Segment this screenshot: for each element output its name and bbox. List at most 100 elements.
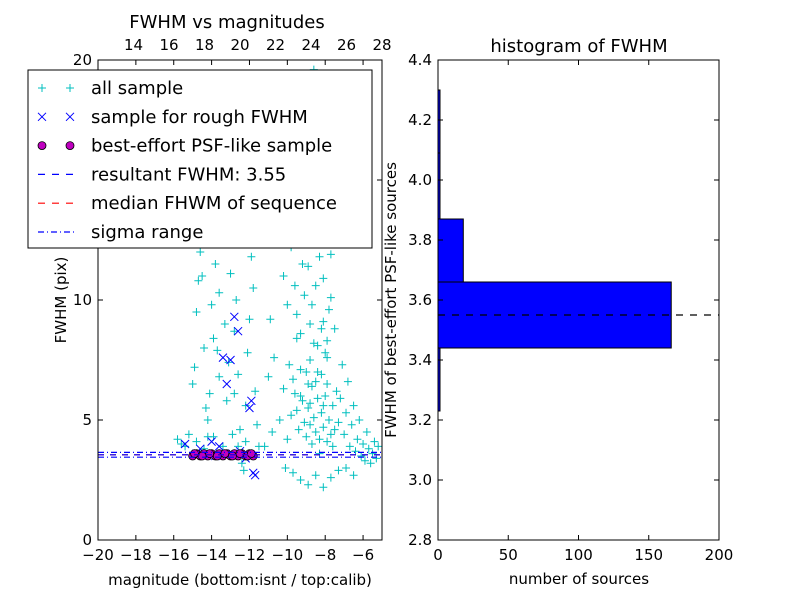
scatter-point-plus xyxy=(296,392,305,400)
scatter-point-plus xyxy=(209,334,218,343)
legend-marker-plus xyxy=(38,84,46,92)
legend-entry: sample for rough FWHM xyxy=(37,107,308,128)
scatter-point-x xyxy=(226,355,235,365)
scatter-point-plus xyxy=(311,377,320,386)
scatter-point-x xyxy=(245,403,254,413)
scatter-point-plus xyxy=(300,291,309,300)
scatter-title: FWHM vs magnitudes xyxy=(129,12,324,33)
scatter-point-circle xyxy=(190,449,199,459)
scatter-point-plus xyxy=(234,370,243,379)
scatter-point-x xyxy=(233,326,243,336)
legend-entry: median FHWM of sequence xyxy=(38,193,337,214)
scatter-point-plus xyxy=(241,437,250,446)
scatter-point-plus xyxy=(290,281,299,290)
scatter-y-tick-label: 20 xyxy=(73,51,92,69)
legend-label: all sample xyxy=(91,78,183,99)
histogram-panel: 0 50 100 150 2002.83.03.23.43.63.84.04.24.4 … xyxy=(382,36,733,588)
scatter-point-x xyxy=(180,439,190,449)
scatter-point-plus xyxy=(243,348,252,357)
scatter-point-plus xyxy=(307,382,316,391)
scatter-point-plus xyxy=(215,288,224,297)
scatter-point-plus xyxy=(247,252,256,261)
legend-marker-plus xyxy=(66,84,74,92)
scatter-point-plus xyxy=(319,423,328,432)
scatter-point-plus xyxy=(294,425,303,434)
scatter-point-plus xyxy=(302,368,311,376)
legend-marker-x xyxy=(65,112,75,122)
scatter-point-plus xyxy=(360,456,369,465)
scatter-point-plus xyxy=(207,300,216,309)
scatter-point-plus xyxy=(370,437,379,446)
scatter-point-circle xyxy=(205,449,215,459)
scatter-point-plus xyxy=(342,464,351,472)
scatter-point-plus xyxy=(372,454,381,463)
histogram-y-axis-label: FWHM of best-effort PSF-like sources xyxy=(382,162,400,438)
histogram-x-tick-label: 150 xyxy=(634,546,663,564)
scatter-point-plus xyxy=(328,401,337,410)
legend-label: sigma range xyxy=(91,222,203,243)
scatter-top-x-tick-label: 24 xyxy=(301,36,320,54)
scatter-point-plus xyxy=(326,293,335,302)
scatter-point-x xyxy=(214,442,224,451)
scatter-point-plus xyxy=(196,248,205,256)
scatter-y-axis-label: FWHM (pix) xyxy=(52,257,70,344)
scatter-point-plus xyxy=(355,416,364,424)
scatter-point-plus xyxy=(275,416,284,424)
scatter-point-plus xyxy=(323,380,332,388)
scatter-top-x-tick-label: 28 xyxy=(372,36,391,54)
scatter-point-circle xyxy=(246,449,256,459)
scatter-point-plus xyxy=(332,387,341,396)
scatter-point-plus xyxy=(309,339,318,348)
scatter-point-plus xyxy=(213,346,222,355)
scatter-point-plus xyxy=(362,428,371,436)
scatter-point-plus xyxy=(270,353,279,362)
scatter-point-plus xyxy=(211,260,220,268)
scatter-point-plus xyxy=(283,300,292,309)
scatter-point-plus xyxy=(194,276,203,285)
scatter-point-plus xyxy=(290,389,299,398)
scatter-point-plus xyxy=(264,372,273,381)
scatter-point-plus xyxy=(192,308,201,316)
scatter-point-plus xyxy=(321,348,330,357)
scatter-point-plus xyxy=(245,315,254,324)
scatter-point-plus xyxy=(345,442,354,451)
scatter-point-plus xyxy=(228,430,237,439)
legend-marker-x xyxy=(37,112,47,122)
scatter-panel: −20 −18 −16 −14 −12 −10 −8 −6 14 16 18 20 22 24 26 28 0 5… xyxy=(52,12,392,589)
scatter-top-x-tick-label: 14 xyxy=(124,36,143,54)
scatter-point-plus xyxy=(334,418,343,427)
scatter-point-plus xyxy=(311,428,320,436)
scatter-x-tick-label: −14 xyxy=(196,546,228,564)
scatter-point-plus xyxy=(296,365,305,374)
scatter-point-plus xyxy=(319,483,328,492)
scatter-point-plus xyxy=(304,262,313,271)
scatter-point-plus xyxy=(306,420,315,429)
scatter-point-x xyxy=(222,379,232,389)
legend-label: best-effort PSF-like sample xyxy=(91,136,332,157)
scatter-point-plus xyxy=(222,396,231,405)
scatter-legend: all sample sample for rough FWHM best-effo… xyxy=(27,69,373,249)
scatter-point-plus xyxy=(230,327,239,336)
scatter-point-plus xyxy=(321,392,330,400)
scatter-point-plus xyxy=(328,442,337,451)
scatter-point-plus xyxy=(351,447,360,456)
scatter-point-plus xyxy=(326,250,335,259)
scatter-point-plus xyxy=(230,389,239,398)
scatter-point-plus xyxy=(324,305,333,314)
scatter-point-plus xyxy=(343,377,352,386)
scatter-point-plus xyxy=(283,435,292,444)
histogram-y-tick-label: 4.4 xyxy=(408,51,432,69)
scatter-point-plus xyxy=(307,440,316,448)
scatter-point-plus xyxy=(342,408,351,417)
scatter-point-plus xyxy=(334,466,343,475)
scatter-point-plus xyxy=(307,300,316,309)
scatter-point-plus xyxy=(304,404,313,412)
scatter-point-plus xyxy=(304,480,313,489)
scatter-point-plus xyxy=(349,471,358,480)
scatter-point-plus xyxy=(330,425,339,434)
scatter-point-plus xyxy=(253,420,262,429)
scatter-point-plus xyxy=(374,442,382,451)
histogram-y-tick-label: 3.4 xyxy=(408,351,432,369)
scatter-x-axis-label: magnitude (bottom:isnt / top:calib) xyxy=(108,571,372,589)
scatter-point-plus xyxy=(357,452,366,460)
